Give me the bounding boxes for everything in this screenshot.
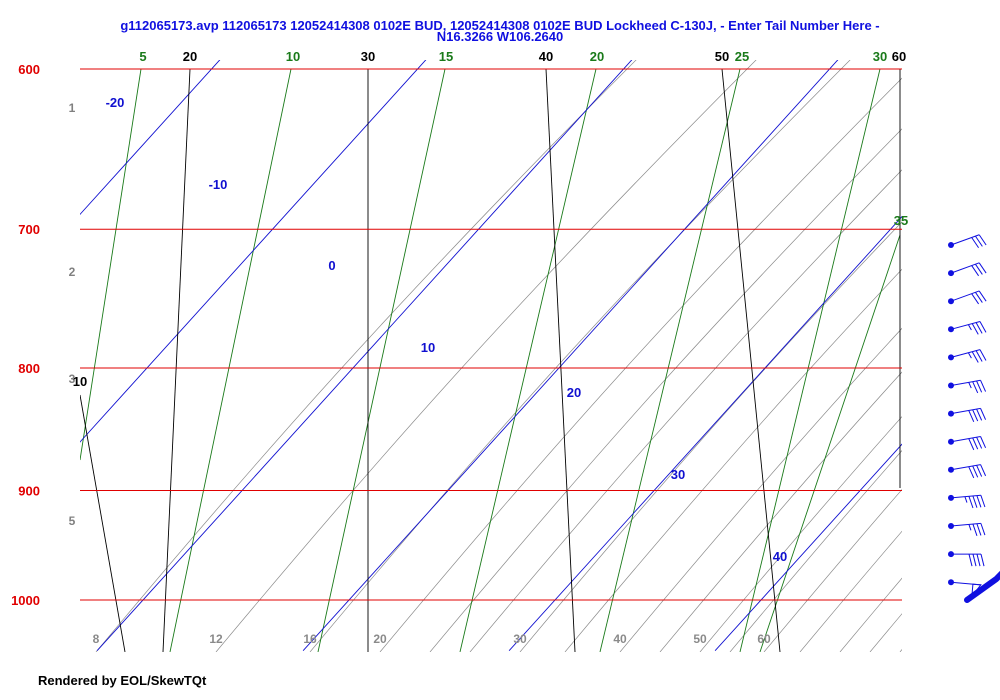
isotherm-line xyxy=(80,60,427,443)
height-label: 5 xyxy=(69,514,76,528)
moist-adiabat-line xyxy=(869,613,902,652)
moist-adiabat-line xyxy=(899,649,902,652)
dry-adiabat-lines xyxy=(80,68,901,652)
moist-adiabat-line xyxy=(799,530,902,652)
pressure-label: 900 xyxy=(18,483,40,498)
pressure-label: 700 xyxy=(18,222,40,237)
moist-adiabat-label: 30 xyxy=(513,632,527,646)
isotherm-label: 30 xyxy=(671,467,685,482)
pressure-label: 800 xyxy=(18,361,40,376)
wind-barb xyxy=(948,379,987,394)
isotherm-label: -20 xyxy=(106,95,125,110)
isotherm-label: -10 xyxy=(209,177,228,192)
moist-adiabat-line xyxy=(429,128,902,652)
mixing-ratio-line xyxy=(169,68,292,652)
dry-adiabat-label: 10 xyxy=(73,374,87,389)
moist-adiabat-line xyxy=(659,371,902,652)
wind-barb xyxy=(948,349,987,363)
dry-adiabat-label: 60 xyxy=(892,49,906,64)
mixing-ratio-line xyxy=(599,68,741,652)
wind-barb xyxy=(948,407,987,422)
isotherm-line xyxy=(302,60,839,652)
height-label: 3 xyxy=(69,372,76,386)
mixing-ratio-line xyxy=(739,68,881,652)
wind-barb xyxy=(948,234,987,249)
isotherm-label: 40 xyxy=(773,549,787,564)
moist-adiabats xyxy=(95,60,902,652)
isotherm-label: 20 xyxy=(567,385,581,400)
moist-adiabat-line xyxy=(519,221,902,652)
moist-adiabat-line xyxy=(309,60,851,652)
title-line-1: g112065173.avp 112065173 12052414308 010… xyxy=(120,18,880,33)
isotherm-label: 10 xyxy=(421,340,435,355)
mixing-ratio-label: 5 xyxy=(139,49,146,64)
wind-barbs xyxy=(948,234,987,598)
wind-barb xyxy=(948,522,986,536)
moist-adiabat-line xyxy=(95,60,637,652)
isotherm-line xyxy=(0,0,70,651)
wind-barb xyxy=(948,464,987,479)
isotherm-line xyxy=(96,60,633,652)
mixing-ratio-lines xyxy=(80,68,901,652)
isotherm-line xyxy=(921,0,1000,651)
dry-adiabat-line xyxy=(721,68,781,652)
isotherm-line xyxy=(80,60,221,216)
moist-adiabat-label: 50 xyxy=(693,632,707,646)
mixing-ratio-label: 25 xyxy=(735,49,749,64)
moist-adiabat-label: 60 xyxy=(757,632,771,646)
mixing-ratio-line xyxy=(80,68,142,461)
wind-barb xyxy=(948,262,987,277)
height-label: 2 xyxy=(69,265,76,279)
height-label: 1 xyxy=(69,101,76,115)
isotherm-label: 0 xyxy=(328,258,335,273)
wind-barb xyxy=(948,579,982,598)
dry-adiabat-label: 50 xyxy=(715,49,729,64)
mixing-ratio-line xyxy=(459,68,597,652)
moist-adiabat-line xyxy=(379,77,902,652)
wind-barb xyxy=(948,435,987,451)
wind-barb xyxy=(948,321,987,335)
mixing-ratio-line xyxy=(759,234,901,652)
dry-adiabat-line xyxy=(80,394,126,652)
pressure-label: 600 xyxy=(18,62,40,77)
moist-adiabat-label: 8 xyxy=(93,632,100,646)
pressure-lines xyxy=(80,68,902,601)
title-line-2: N16.3266 W106.2640 xyxy=(436,29,564,44)
dry-adiabat-label: 30 xyxy=(361,49,375,64)
dewpoint-trace xyxy=(964,570,1000,603)
footer-credit: Rendered by EOL/SkewTQt xyxy=(38,673,207,688)
moist-adiabat-line xyxy=(763,488,902,652)
mixing-ratio-label: 20 xyxy=(590,49,604,64)
chart-title: g112065173.avp 112065173 12052414308 010… xyxy=(0,18,1000,44)
moist-adiabat-line xyxy=(619,327,902,652)
moist-adiabat-line xyxy=(469,169,902,652)
mixing-ratio-label: 10 xyxy=(286,49,300,64)
mixing-ratio-line xyxy=(317,68,446,652)
dry-adiabat-line xyxy=(162,68,191,652)
dry-adiabat-label: 20 xyxy=(183,49,197,64)
dry-adiabat-label: 40 xyxy=(539,49,553,64)
moist-adiabat-line xyxy=(729,449,902,652)
wind-barb xyxy=(948,290,987,305)
moist-adiabat-line xyxy=(839,577,902,652)
mixing-ratio-label: 30 xyxy=(873,49,887,64)
moist-adiabat-line xyxy=(699,416,902,652)
pressure-label: 1000 xyxy=(11,593,40,608)
mixing-ratio-label: 35 xyxy=(894,213,908,228)
isotherm-line xyxy=(714,443,902,652)
isotherm-line xyxy=(508,215,902,652)
isotherm-lines xyxy=(0,0,1000,652)
moist-adiabat-label: 16 xyxy=(303,632,317,646)
moist-adiabat-label: 12 xyxy=(209,632,223,646)
moist-adiabat-label: 40 xyxy=(613,632,627,646)
moist-adiabat-label: 20 xyxy=(373,632,387,646)
dry-adiabat-line xyxy=(545,68,576,652)
moist-adiabat-line xyxy=(215,60,757,652)
wind-barb xyxy=(948,494,986,509)
mixing-ratio-label: 15 xyxy=(439,49,453,64)
wind-barb xyxy=(948,551,985,567)
